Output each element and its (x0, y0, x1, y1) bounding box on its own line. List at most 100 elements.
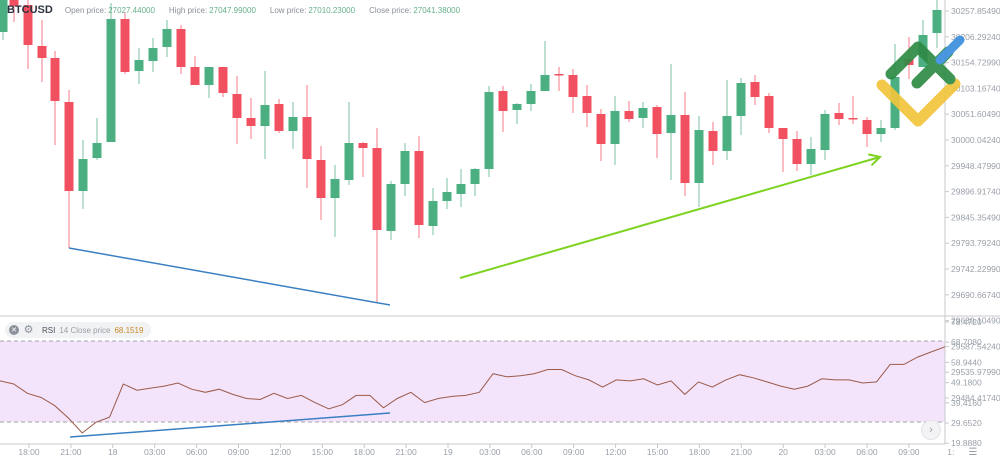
time-tick-label: 03:00 (144, 447, 166, 457)
time-tick-label: 09:00 (563, 447, 585, 457)
rsi-tick-label: 58.9440 (951, 357, 982, 367)
rsi-legend: ✕ ⚙ RSI 14 Close price 68.1519 (5, 322, 152, 338)
candle (610, 96, 620, 165)
rsi-divergence-line[interactable] (69, 412, 391, 438)
candle (540, 41, 550, 91)
rsi-tick-label: 39.4160 (951, 398, 982, 408)
high-value: 27047.99000 (209, 6, 256, 15)
time-tick-label: 18:00 (354, 447, 376, 457)
candle (666, 64, 676, 180)
candle (652, 105, 662, 158)
time-tick-label: 06:00 (186, 447, 208, 457)
candle (372, 128, 382, 302)
time-axis[interactable]: 18:00 21:00 18 03:00 06:00 09:00 12:00 15:00 18:… (18, 444, 954, 457)
candle (694, 116, 704, 207)
time-tick-label: 19 (443, 447, 453, 457)
time-tick-label: 20 (778, 447, 788, 457)
axis-settings-button[interactable]: ☰ (966, 446, 980, 458)
candle (736, 78, 746, 135)
candle (316, 146, 326, 220)
candle (232, 76, 242, 144)
candle (750, 75, 760, 105)
open-value: 27027.44000 (108, 6, 155, 15)
candle (484, 86, 494, 177)
close-indicator-icon[interactable]: ✕ (9, 325, 19, 335)
rsi-tick-label: 19.8880 (951, 438, 982, 448)
symbol-label[interactable]: BTCUSD (7, 4, 53, 16)
price-tick-label: 30000.04240 (951, 135, 1000, 145)
price-tick-label: 30206.29240 (951, 32, 1000, 42)
price-axis[interactable]: 30257.85490 30206.29240 30154.72990 30103.1… (945, 6, 1000, 403)
candle (260, 71, 270, 159)
candle (274, 99, 284, 133)
time-tick-label: 12:00 (605, 447, 627, 457)
candle (764, 93, 774, 133)
ohlc-header: BTCUSD Open price: 27027.44000 High pric… (7, 4, 474, 18)
candle (148, 38, 158, 72)
candle (190, 56, 200, 85)
candle (218, 67, 228, 97)
candlestick-series (0, 0, 942, 302)
time-tick-label: 21:00 (395, 447, 417, 457)
candle (708, 122, 718, 165)
uptrend-arrow[interactable] (459, 156, 881, 279)
rsi-range-band (0, 341, 945, 422)
price-tick-label: 29484.41740 (951, 393, 1000, 403)
candle (9, 0, 19, 22)
candle (37, 20, 47, 82)
open-label: Open price: (64, 6, 107, 15)
rsi-line (0, 346, 946, 434)
candle (106, 3, 116, 142)
candle (624, 101, 634, 122)
rsi-tick-label: 78.4720 (951, 317, 982, 327)
candle (176, 25, 186, 74)
candle (442, 178, 452, 209)
candle (302, 85, 312, 188)
candle (848, 96, 858, 124)
time-tick-label: 18 (108, 447, 118, 457)
gear-icon[interactable]: ⚙ (23, 323, 34, 336)
candle (64, 90, 74, 248)
time-tick-label: 15:00 (312, 447, 334, 457)
high-label: High price: (168, 6, 208, 15)
candle (806, 137, 816, 175)
candle (246, 98, 256, 139)
time-tick-label: 03:00 (814, 447, 836, 457)
low-value: 27010.23000 (308, 6, 356, 15)
candle (778, 128, 788, 172)
price-tick-label: 29793.79240 (951, 238, 1000, 248)
candle (470, 168, 480, 196)
candle (78, 140, 88, 209)
price-tick-label: 29896.91740 (951, 187, 1000, 197)
drawing-annotations[interactable] (68, 153, 883, 438)
rsi-params: 14 Close price (59, 325, 111, 335)
arrow-head-icon (868, 153, 883, 167)
close-value: 27041.38000 (413, 6, 461, 15)
candle (526, 84, 536, 111)
rsi-tick-label: 49.1800 (951, 378, 982, 388)
candle (162, 20, 172, 57)
candle (554, 67, 564, 91)
price-tick-label: 30103.16740 (951, 83, 1000, 93)
candle (414, 136, 424, 238)
candle (582, 85, 592, 127)
candle (358, 142, 368, 177)
candle (120, 12, 130, 74)
candle (330, 165, 340, 237)
price-divergence-line[interactable] (68, 247, 391, 306)
candle (23, 0, 33, 69)
candle (890, 44, 900, 130)
price-tick-label: 29845.35490 (951, 212, 1000, 222)
time-tick-label: 06:00 (521, 447, 543, 457)
price-tick-label: 29639.10490 (951, 316, 1000, 326)
time-tick-label: 21:00 (731, 447, 753, 457)
rsi-axis[interactable]: 78.4720 68.7080 58.9440 49.1800 39.4160 29.65… (945, 317, 982, 448)
candle (568, 69, 578, 113)
price-tick-label: 30257.85490 (951, 6, 1000, 16)
price-tick-label: 30154.72990 (951, 58, 1000, 68)
rsi-name: RSI (42, 325, 56, 335)
candle (680, 92, 690, 196)
scroll-to-latest-button[interactable]: › (921, 420, 941, 440)
